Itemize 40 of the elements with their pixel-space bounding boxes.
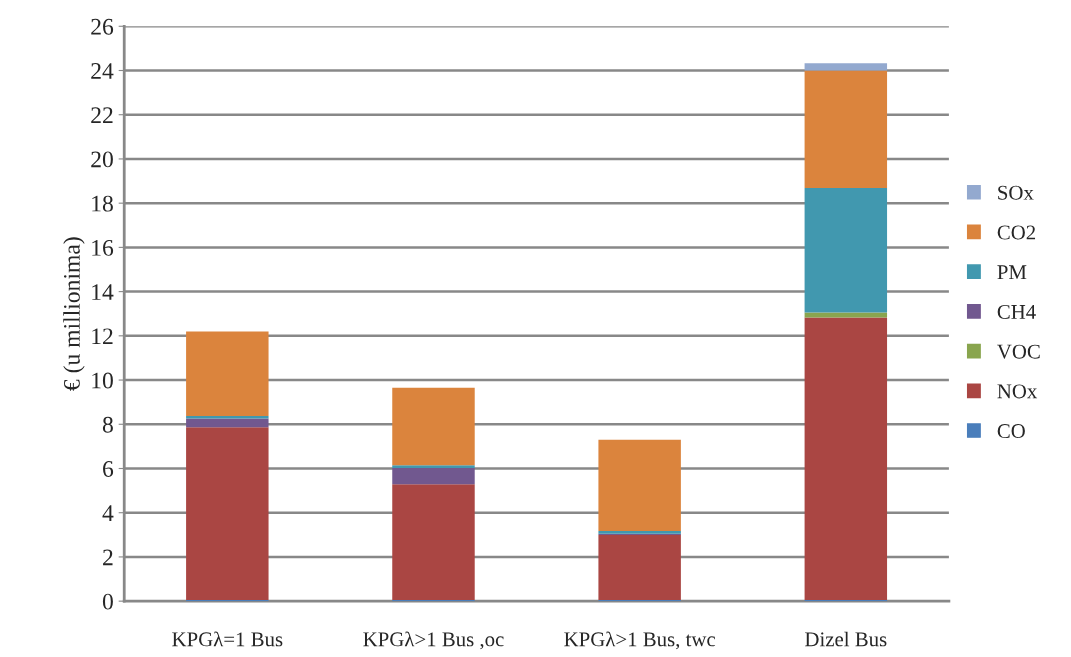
y-tick-label: 4 [102, 505, 114, 521]
y-tick-label: 24 [91, 63, 114, 79]
y-tick-label: 0 [102, 593, 113, 610]
bar [186, 331, 269, 417]
legend-label: PM [997, 265, 1027, 279]
y-tick-label: 18 [92, 195, 113, 212]
bar [392, 468, 475, 485]
y-tick-label: 6 [103, 461, 114, 477]
bar [392, 387, 475, 466]
y-tick-label: 26 [91, 18, 114, 35]
x-tick-label: KPGλ>1 Bus ,oc [363, 631, 504, 650]
x-tick-label: Dizel Bus [805, 631, 887, 647]
y-tick-label: 16 [92, 239, 114, 256]
legend-label: SOx [998, 185, 1034, 200]
bar [392, 465, 475, 469]
legend-label: NOx [997, 384, 1038, 399]
y-tick-label: 2 [103, 549, 113, 566]
bar [598, 439, 681, 532]
y-tick-label: 22 [91, 107, 113, 123]
legend-label: VOC [997, 344, 1040, 359]
bar [186, 418, 269, 428]
bar [186, 416, 269, 419]
bar [392, 484, 475, 601]
bar [804, 317, 888, 601]
y-tick-label: 8 [102, 416, 113, 433]
x-tick-label: KPGλ>1 Bus, twc [564, 631, 716, 650]
x-tick-label: KPGλ=1 Bus [172, 631, 283, 647]
legend-label: CO2 [997, 225, 1036, 240]
y-axis-title: € (u millionima) [63, 237, 85, 391]
bar [804, 70, 888, 188]
bar [598, 535, 681, 601]
y-tick-label: 20 [91, 151, 113, 168]
y-tick-label: 10 [92, 372, 113, 389]
y-tick-label: 14 [92, 284, 114, 300]
y-tick-label: 12 [92, 328, 113, 345]
legend-label: CO [997, 424, 1025, 439]
bar [804, 187, 888, 313]
bar [804, 63, 888, 71]
bar [186, 427, 269, 601]
legend-label: CH4 [997, 304, 1036, 319]
